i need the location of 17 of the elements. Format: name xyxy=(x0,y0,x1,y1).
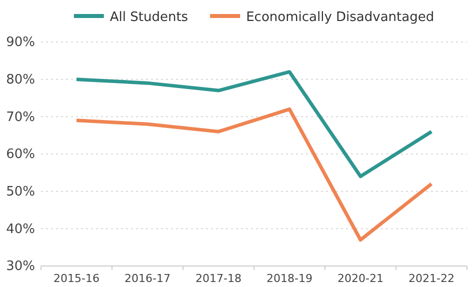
y-tick-label: 50% xyxy=(6,184,35,200)
y-tick-label: 80% xyxy=(6,72,35,88)
y-tick-label: 70% xyxy=(6,110,35,125)
y-tick-label: 30% xyxy=(6,259,35,274)
y-tick-label: 90% xyxy=(6,35,35,50)
line-series xyxy=(74,70,434,178)
legend-label: Economically Disadvantaged xyxy=(246,10,434,25)
x-tick-label: 2017-18 xyxy=(196,272,242,285)
x-tick-label: 2021-22 xyxy=(408,272,454,285)
y-tick-label: 40% xyxy=(6,222,35,237)
x-tick-label: 2015-16 xyxy=(54,272,100,285)
legend-label: All Students xyxy=(110,10,188,25)
x-tick-label: 2020-21 xyxy=(338,272,384,285)
x-tick-label: 2016-17 xyxy=(124,272,170,285)
x-tick-label: 2018-19 xyxy=(266,272,312,285)
y-tick-label: 60% xyxy=(6,147,35,162)
line-series xyxy=(74,107,434,242)
